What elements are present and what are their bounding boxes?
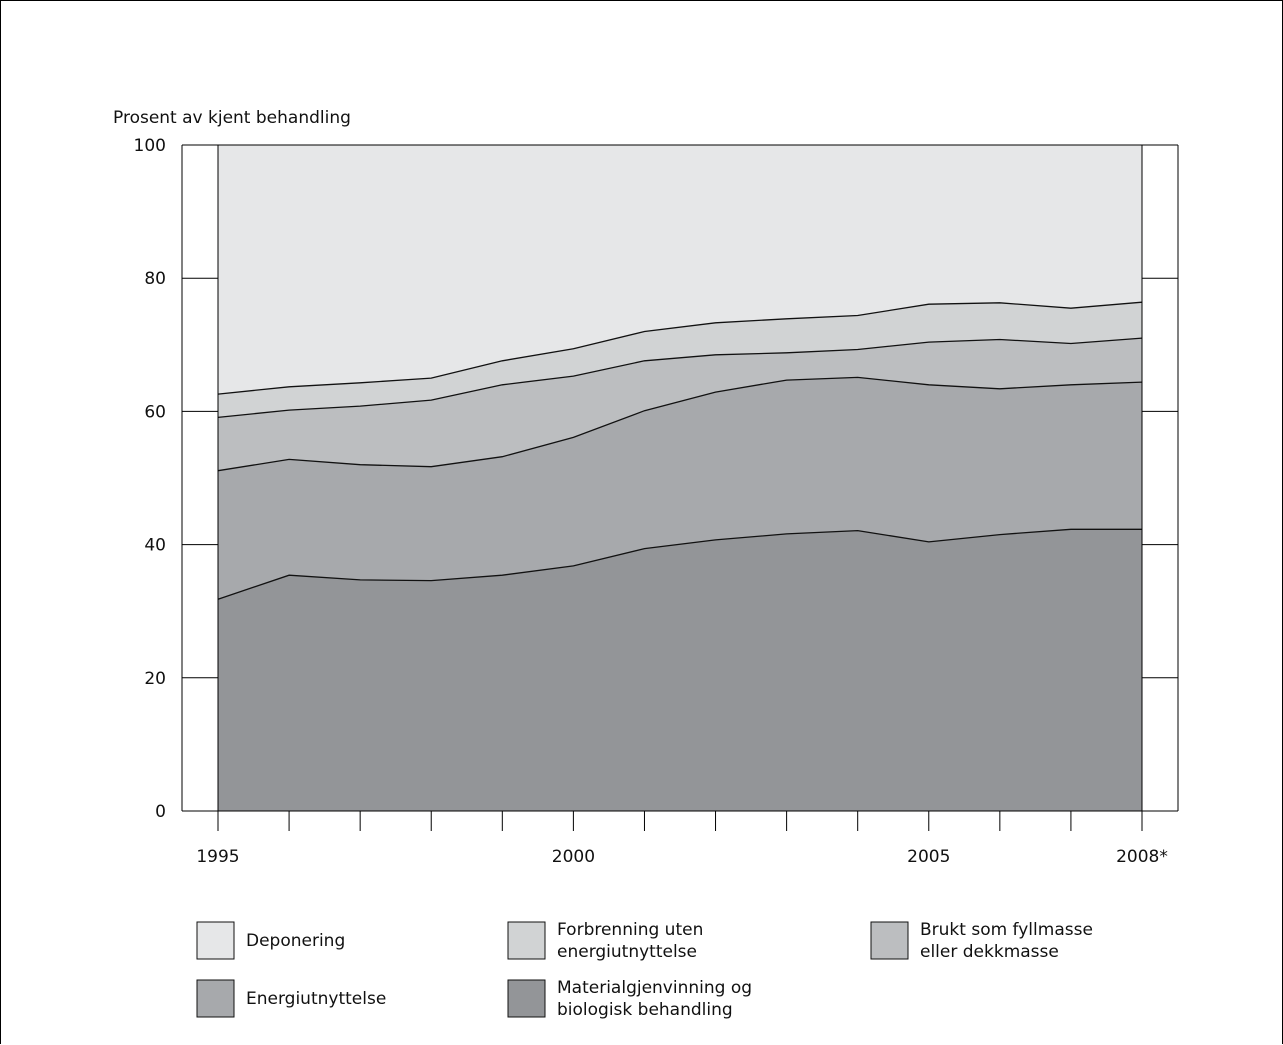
y-tick-label: 100 — [134, 136, 166, 156]
x-tick-label: 2008* — [1116, 847, 1168, 867]
legend: Deponering Forbrenning utenenergiutnyttel… — [196, 920, 1093, 1020]
x-tick-label: 2000 — [552, 847, 595, 867]
area-3 — [218, 338, 1142, 471]
series-line-1 — [217, 528, 1142, 600]
axes-group: 0 20 40 60 80 100 1995 2000 2005 2008* — [134, 136, 1179, 867]
legend-label: biologisk behandling — [557, 1000, 733, 1020]
x-tick-label: 1995 — [196, 847, 239, 867]
y-tick-label: 0 — [155, 802, 166, 822]
area-4 — [218, 302, 1142, 418]
y-tick-label: 60 — [144, 402, 166, 422]
y-tick-label: 80 — [144, 269, 166, 289]
legend-swatch — [507, 979, 546, 1018]
y-tick-label: 20 — [144, 669, 166, 689]
legend-label: Brukt som fyllmasse — [920, 920, 1093, 940]
y-axis-label: Prosent av kjent behandling — [113, 108, 351, 128]
legend-swatch — [870, 921, 909, 960]
legend-label: Energiutnyttelse — [246, 989, 386, 1009]
legend-label: energiutnyttelse — [557, 942, 697, 962]
legend-label: Deponering — [246, 931, 345, 951]
legend-label: Materialgjenvinning og — [557, 978, 752, 998]
legend-swatch — [507, 921, 546, 960]
area-1 — [218, 529, 1142, 811]
legend-swatch — [196, 921, 235, 960]
series-line-4 — [217, 301, 1143, 395]
legend-label: eller dekkmasse — [920, 942, 1059, 962]
area-2 — [218, 377, 1142, 600]
x-tick-label: 2005 — [907, 847, 950, 867]
legend-label: Forbrenning uten — [557, 920, 703, 940]
y-tick-label: 40 — [144, 536, 166, 556]
area-5 — [218, 145, 1142, 395]
series-line-2 — [217, 376, 1143, 472]
series-line-3 — [217, 337, 1143, 419]
legend-swatch — [196, 979, 235, 1018]
areas-group — [217, 145, 1143, 811]
